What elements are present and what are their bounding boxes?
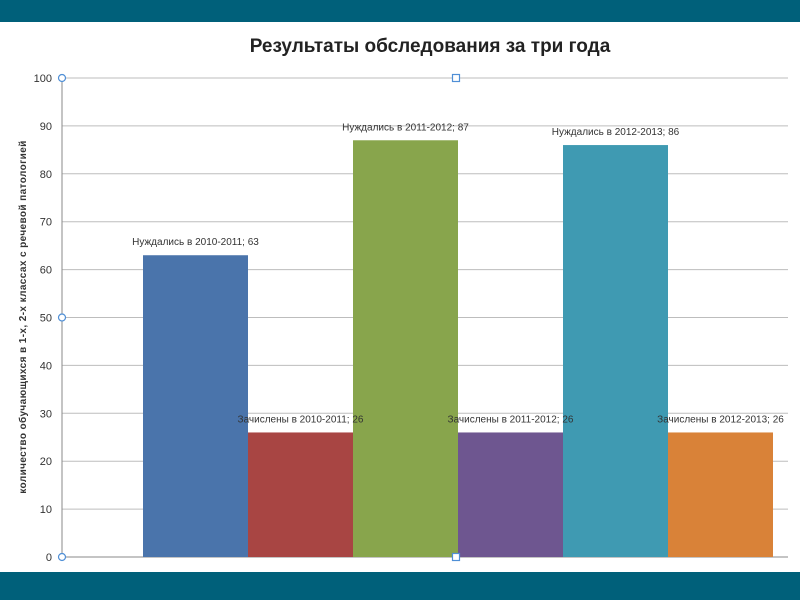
data-labels: Нуждались в 2010-2011; 63 Зачислены в 201… (132, 122, 784, 425)
bar (143, 255, 248, 558)
resize-handle[interactable] (451, 73, 461, 83)
top-band (0, 0, 800, 22)
y-tick-label: 50 (40, 313, 52, 325)
data-label: Нуждались в 2012-2013; 86 (552, 127, 680, 138)
y-tick-label: 20 (40, 456, 52, 468)
bar (248, 432, 353, 557)
bar (458, 432, 563, 557)
y-axis-ticks: 0 10 20 30 40 50 60 70 80 90 100 (34, 73, 52, 564)
bar (353, 140, 458, 557)
y-tick-label: 0 (46, 552, 52, 564)
y-tick-label: 70 (40, 217, 52, 229)
y-tick-label: 80 (40, 169, 52, 181)
data-label: Нуждались в 2010-2011; 63 (132, 237, 259, 248)
bar (563, 145, 668, 557)
bar (668, 432, 773, 557)
resize-handle[interactable] (57, 552, 67, 562)
data-label: Нуждались в 2011-2012; 87 (342, 122, 469, 133)
resize-handle[interactable] (451, 552, 461, 562)
y-tick-label: 90 (40, 121, 52, 133)
bars (143, 140, 773, 558)
y-axis-label: количество обучающихся в 1-х, 2-х класса… (17, 140, 29, 493)
selection-handles[interactable] (57, 73, 461, 562)
data-label: Зачислены в 2012-2013; 26 (657, 414, 784, 425)
y-tick-label: 30 (40, 408, 52, 420)
slide: 0 10 20 30 40 50 60 70 80 90 100 Нуждались в 2010-… (0, 22, 800, 572)
chart-title: Результаты обследования за три года (250, 36, 611, 57)
y-tick-label: 100 (34, 73, 52, 85)
y-tick-label: 40 (40, 360, 52, 372)
bar-chart: 0 10 20 30 40 50 60 70 80 90 100 Нуждались в 2010-… (17, 36, 788, 564)
bottom-band (0, 572, 800, 600)
resize-handle[interactable] (57, 313, 67, 322)
resize-handle[interactable] (57, 73, 67, 83)
data-label: Зачислены в 2010-2011; 26 (238, 414, 364, 425)
data-label: Зачислены в 2011-2012; 26 (448, 414, 574, 425)
y-tick-label: 60 (40, 265, 52, 277)
y-tick-label: 10 (40, 504, 52, 516)
